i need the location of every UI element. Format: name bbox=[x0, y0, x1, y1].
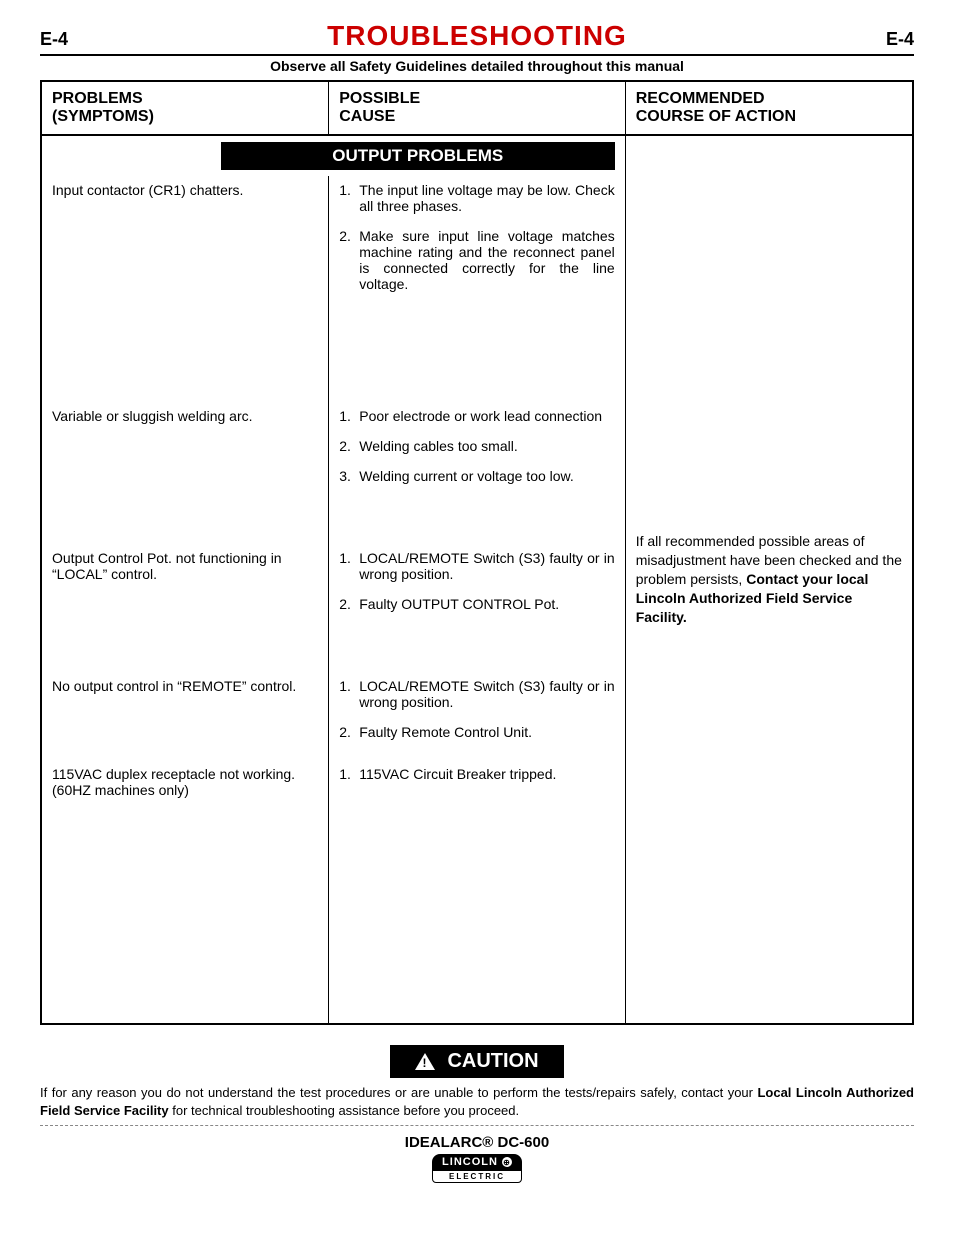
col-header-problems-l2: (SYMPTOMS) bbox=[52, 108, 154, 125]
footer-product-name: IDEALARC® DC-600 bbox=[40, 1134, 914, 1151]
cause-num: 2. bbox=[339, 724, 359, 740]
cause-text: LOCAL/REMOTE Switch (S3) faulty or in wr… bbox=[359, 678, 614, 710]
cause-text: Poor electrode or work lead connection bbox=[359, 408, 614, 424]
column-header-action: RECOMMENDED COURSE OF ACTION bbox=[625, 81, 913, 135]
caution-label: CAUTION bbox=[447, 1050, 538, 1073]
cause-cell: 1.LOCAL/REMOTE Switch (S3) faulty or in … bbox=[329, 672, 625, 760]
cause-num: 2. bbox=[339, 438, 359, 454]
cause-text: Faulty Remote Control Unit. bbox=[359, 724, 614, 740]
cause-cell: 1.Poor electrode or work lead connection… bbox=[329, 402, 625, 504]
cause-num: 1. bbox=[339, 766, 359, 782]
logo-top: LINCOLN ⊕ bbox=[432, 1154, 522, 1170]
caution-note: If for any reason you do not understand … bbox=[40, 1084, 914, 1126]
page-footer: IDEALARC® DC-600 LINCOLN ⊕ ELECTRIC bbox=[40, 1134, 914, 1184]
col-header-action-l2: COURSE OF ACTION bbox=[636, 108, 796, 125]
column-header-problems: PROBLEMS (SYMPTOMS) bbox=[41, 81, 329, 135]
safety-guideline-line: Observe all Safety Guidelines detailed t… bbox=[40, 58, 914, 74]
cause-num: 1. bbox=[339, 550, 359, 582]
cause-num: 2. bbox=[339, 228, 359, 292]
cause-text: LOCAL/REMOTE Switch (S3) faulty or in wr… bbox=[359, 550, 614, 582]
cause-text: The input line voltage may be low. Check… bbox=[359, 182, 614, 214]
section-band-row: OUTPUT PROBLEMS If all recommended possi… bbox=[41, 135, 913, 176]
cause-text: Welding current or voltage too low. bbox=[359, 468, 614, 484]
problem-cell: Output Control Pot. not functioning in “… bbox=[41, 544, 329, 632]
caution-box: CAUTION bbox=[390, 1045, 563, 1078]
cause-num: 3. bbox=[339, 468, 359, 484]
recommended-action-text: If all recommended possible areas of mis… bbox=[636, 532, 902, 626]
cause-text: Make sure input line voltage matches mac… bbox=[359, 228, 614, 292]
column-header-cause: POSSIBLE CAUSE bbox=[329, 81, 625, 135]
cause-text: 115VAC Circuit Breaker tripped. bbox=[359, 766, 614, 782]
page-header: E-4 TROUBLESHOOTING E-4 bbox=[40, 20, 914, 56]
problem-cell: Input contactor (CR1) chatters. bbox=[41, 176, 329, 312]
logo-brand-text: LINCOLN bbox=[442, 1156, 498, 1168]
page-title: TROUBLESHOOTING bbox=[327, 20, 627, 52]
caution-note-post: for technical troubleshooting assistance… bbox=[169, 1103, 520, 1118]
cause-cell: 1.115VAC Circuit Breaker tripped. bbox=[329, 760, 625, 804]
section-title-band: OUTPUT PROBLEMS bbox=[221, 142, 615, 170]
recommended-action-cell: If all recommended possible areas of mis… bbox=[625, 135, 913, 1024]
problem-cell: Variable or sluggish welding arc. bbox=[41, 402, 329, 504]
cause-cell: 1.LOCAL/REMOTE Switch (S3) faulty or in … bbox=[329, 544, 625, 632]
cause-num: 1. bbox=[339, 408, 359, 424]
cause-num: 2. bbox=[339, 596, 359, 612]
cause-text: Welding cables too small. bbox=[359, 438, 614, 454]
col-header-cause-l1: POSSIBLE bbox=[339, 90, 420, 107]
col-header-action-l1: RECOMMENDED bbox=[636, 90, 765, 107]
troubleshooting-table: PROBLEMS (SYMPTOMS) POSSIBLE CAUSE RECOM… bbox=[40, 80, 914, 1025]
cause-num: 1. bbox=[339, 678, 359, 710]
page-number-right: E-4 bbox=[886, 29, 914, 50]
cause-text: Faulty OUTPUT CONTROL Pot. bbox=[359, 596, 614, 612]
page-number-left: E-4 bbox=[40, 29, 68, 50]
col-header-problems-l1: PROBLEMS bbox=[52, 90, 143, 107]
cause-num: 1. bbox=[339, 182, 359, 214]
problem-cell: No output control in “REMOTE” control. bbox=[41, 672, 329, 760]
cause-cell: 1.The input line voltage may be low. Che… bbox=[329, 176, 625, 312]
logo-globe-icon: ⊕ bbox=[502, 1157, 512, 1167]
col-header-cause-l2: CAUSE bbox=[339, 108, 395, 125]
logo-bottom: ELECTRIC bbox=[432, 1170, 522, 1183]
warning-triangle-icon bbox=[415, 1053, 435, 1070]
caution-note-pre: If for any reason you do not understand … bbox=[40, 1085, 757, 1100]
problem-cell: 115VAC duplex receptacle not working. (6… bbox=[41, 760, 329, 804]
caution-wrap: CAUTION bbox=[40, 1045, 914, 1078]
lincoln-logo: LINCOLN ⊕ ELECTRIC bbox=[432, 1154, 522, 1183]
